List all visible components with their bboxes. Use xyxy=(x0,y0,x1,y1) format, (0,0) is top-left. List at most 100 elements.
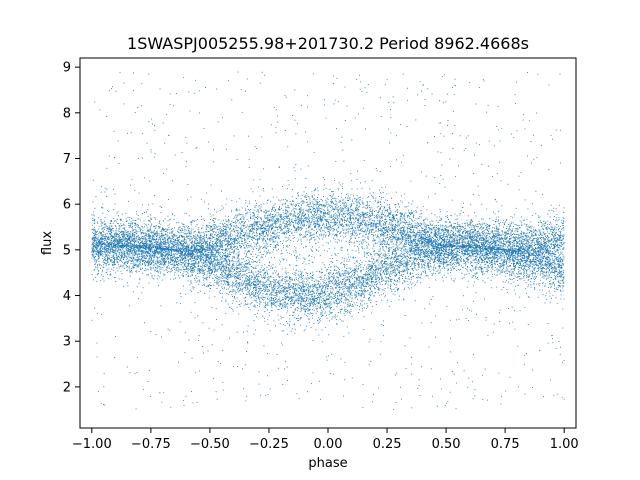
data-point xyxy=(355,250,357,252)
data-point xyxy=(135,220,137,221)
data-point xyxy=(187,232,189,234)
data-point xyxy=(490,267,492,269)
data-point xyxy=(417,234,419,235)
data-point xyxy=(190,228,192,230)
data-point xyxy=(339,224,341,226)
data-point xyxy=(380,252,382,254)
data-point xyxy=(395,239,397,241)
data-point xyxy=(356,207,358,209)
data-point xyxy=(334,209,336,211)
data-point xyxy=(351,201,353,202)
data-point xyxy=(257,297,259,299)
data-point xyxy=(142,255,144,257)
data-point xyxy=(257,255,259,256)
data-point xyxy=(361,262,363,264)
data-point xyxy=(352,210,354,212)
data-point xyxy=(390,213,392,215)
data-point xyxy=(370,289,372,291)
data-point xyxy=(130,223,132,225)
data-point xyxy=(186,265,188,267)
data-point xyxy=(268,311,270,313)
data-point xyxy=(477,241,479,242)
data-point xyxy=(401,275,403,277)
data-point xyxy=(213,231,215,233)
data-point xyxy=(343,213,345,215)
data-point xyxy=(237,258,239,260)
data-point xyxy=(413,214,415,216)
data-point xyxy=(236,230,237,232)
data-point xyxy=(558,204,560,206)
data-point xyxy=(506,268,508,270)
data-point xyxy=(172,235,174,237)
data-point xyxy=(143,253,145,255)
data-point xyxy=(263,285,265,287)
data-point xyxy=(290,303,292,305)
data-point xyxy=(356,302,358,304)
data-point xyxy=(331,214,332,216)
data-point xyxy=(357,267,359,269)
data-point xyxy=(470,270,472,272)
data-point xyxy=(305,277,307,279)
data-point xyxy=(474,272,476,274)
data-point xyxy=(92,255,94,257)
data-point xyxy=(504,259,506,260)
data-point xyxy=(448,229,450,231)
data-point xyxy=(407,276,409,278)
data-point xyxy=(206,247,208,249)
data-point xyxy=(355,217,357,219)
data-point xyxy=(522,245,524,247)
data-point xyxy=(385,276,387,278)
data-point xyxy=(482,271,484,273)
data-point xyxy=(323,205,324,207)
data-point xyxy=(198,265,200,267)
data-point xyxy=(428,236,430,238)
data-point xyxy=(255,290,257,292)
data-point xyxy=(373,226,374,228)
data-point xyxy=(488,233,490,235)
data-point xyxy=(324,312,326,314)
data-point xyxy=(380,235,382,237)
data-point xyxy=(222,275,224,277)
data-point xyxy=(466,258,468,260)
data-point xyxy=(363,274,365,275)
data-point xyxy=(201,238,203,240)
data-point xyxy=(339,222,341,224)
data-point xyxy=(360,182,362,184)
data-point xyxy=(102,258,104,260)
data-point xyxy=(129,272,131,274)
data-point xyxy=(504,233,506,235)
data-point xyxy=(219,233,221,235)
data-point xyxy=(356,214,358,216)
data-point xyxy=(539,285,541,287)
data-point xyxy=(104,252,106,254)
data-point xyxy=(264,235,266,237)
data-point xyxy=(213,228,215,230)
data-point xyxy=(347,306,349,307)
data-point xyxy=(153,256,154,258)
data-point xyxy=(107,260,109,262)
data-point xyxy=(392,282,394,284)
data-point xyxy=(281,291,283,293)
data-point xyxy=(271,302,273,304)
data-point xyxy=(339,285,341,287)
data-point xyxy=(523,266,525,268)
data-point xyxy=(346,278,348,280)
data-point xyxy=(504,264,506,266)
data-point xyxy=(561,242,563,243)
data-point xyxy=(391,289,393,290)
data-point xyxy=(396,265,398,267)
data-point xyxy=(243,218,245,220)
data-point xyxy=(184,263,186,265)
data-point xyxy=(279,214,281,216)
data-point xyxy=(511,262,513,264)
data-point xyxy=(351,275,353,277)
data-point xyxy=(467,265,468,267)
data-point xyxy=(275,209,277,211)
data-point xyxy=(296,265,298,267)
data-point xyxy=(547,244,549,246)
data-point xyxy=(103,257,105,258)
data-point xyxy=(304,268,306,270)
data-point xyxy=(135,264,137,266)
data-point xyxy=(111,235,113,237)
data-point xyxy=(321,204,323,205)
